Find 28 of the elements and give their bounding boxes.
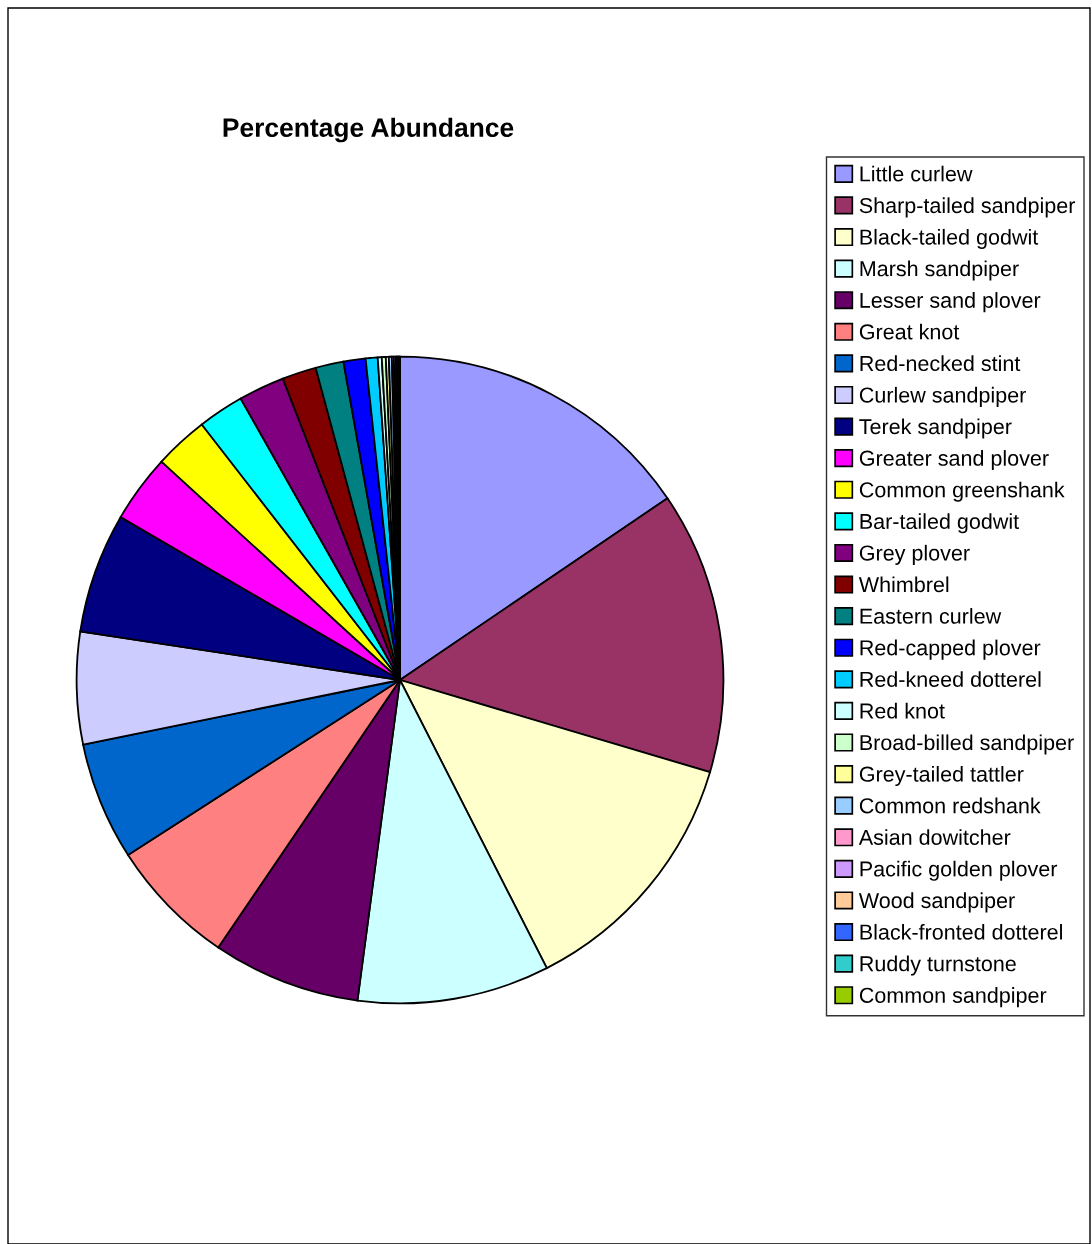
legend-label: Marsh sandpiper [860,260,1019,281]
legend-label: Sharp-tailed sandpiper [859,197,1076,218]
legend-label: Black-tailed godwit [860,228,1039,249]
legend-label: Common redshank [859,797,1041,814]
legend-label: Wood sandpiper [858,892,1015,913]
legend-label: Red knot [860,702,945,719]
legend-label: Common sandpiper [859,987,1047,1008]
legend-label: Terek sandpiper [859,418,1012,439]
legend-label: Grey plover [859,544,970,565]
chart-title: Percentage Abundance [223,117,514,143]
legend-label: Great knot [859,323,960,340]
legend-label: Broad-billed sandpiper [860,734,1074,755]
legend-label: Red-necked stint [860,355,1021,372]
legend-label: Greater sand plover [859,450,1049,471]
legend-label: Curlew sandpiper [859,386,1026,407]
legend-label: Lesser sand plover [860,292,1041,313]
legend-label: Whimbrel [858,576,949,593]
legend-label: Eastern curlew [860,608,1002,624]
legend-label: Asian dowitcher [858,829,1011,845]
legend-label: Bar-tailed godwit [860,513,1019,534]
legend-label: Little curlew [860,165,973,182]
legend-label: Red-capped plover [860,639,1041,660]
legend-label: Ruddy turnstone [860,955,1016,976]
legend-label: Black-fronted dotterel [860,923,1062,940]
legend-label: Common greenshank [859,481,1065,502]
legend-label: Pacific golden plover [860,860,1058,881]
legend-label: Red-kneed dotterel [860,671,1041,688]
legend-label: Grey-tailed tattler [859,765,1024,787]
